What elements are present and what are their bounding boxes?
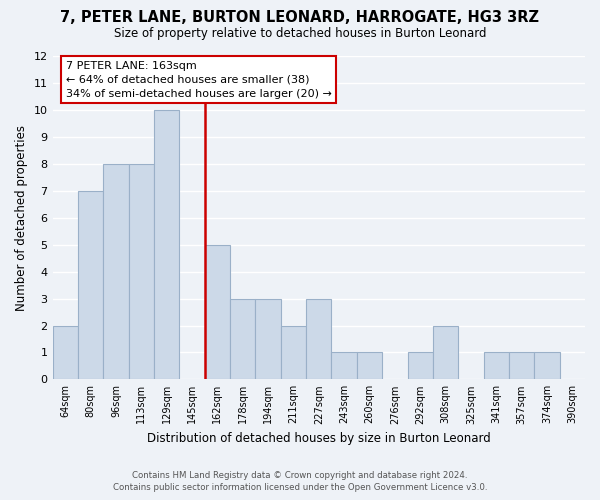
Text: Contains HM Land Registry data © Crown copyright and database right 2024.
Contai: Contains HM Land Registry data © Crown c… (113, 471, 487, 492)
Bar (534, 352, 560, 380)
Bar (230, 298, 256, 380)
Bar (509, 352, 534, 380)
Bar (103, 164, 128, 380)
Bar (78, 191, 103, 380)
Bar (306, 298, 331, 380)
Bar (128, 164, 154, 380)
Y-axis label: Number of detached properties: Number of detached properties (15, 125, 28, 311)
Bar (407, 352, 433, 380)
Bar (433, 326, 458, 380)
Bar (357, 352, 382, 380)
Bar (205, 245, 230, 380)
Text: 7 PETER LANE: 163sqm
← 64% of detached houses are smaller (38)
34% of semi-detac: 7 PETER LANE: 163sqm ← 64% of detached h… (66, 60, 332, 98)
Bar (331, 352, 357, 380)
Bar (484, 352, 509, 380)
Text: 7, PETER LANE, BURTON LEONARD, HARROGATE, HG3 3RZ: 7, PETER LANE, BURTON LEONARD, HARROGATE… (61, 10, 539, 25)
Bar (53, 326, 78, 380)
Bar (281, 326, 306, 380)
Bar (154, 110, 179, 380)
Bar (256, 298, 281, 380)
Text: Size of property relative to detached houses in Burton Leonard: Size of property relative to detached ho… (114, 28, 486, 40)
X-axis label: Distribution of detached houses by size in Burton Leonard: Distribution of detached houses by size … (147, 432, 491, 445)
